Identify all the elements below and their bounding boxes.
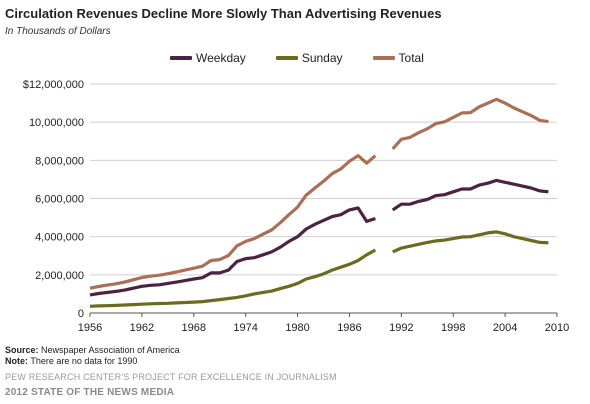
- x-tick-label: 1980: [285, 322, 309, 334]
- series-line-total-post-gap: [391, 97, 549, 150]
- legend-item-total: Total: [372, 51, 424, 65]
- x-tick-label: 1992: [389, 322, 413, 334]
- y-tick-label: 0: [78, 308, 84, 320]
- source-label: Source:: [5, 345, 39, 355]
- x-tick-label: 1998: [441, 322, 465, 334]
- series-line-sunday-post-gap: [392, 230, 549, 254]
- note-label: Note:: [5, 356, 28, 366]
- legend-label-sunday: Sunday: [301, 51, 343, 65]
- x-tick-label: 2010: [545, 322, 569, 334]
- legend-swatch-total: [372, 56, 395, 60]
- source-text: Newspaper Association of America: [41, 345, 180, 355]
- source-note: Source: Newspaper Association of America…: [5, 345, 180, 367]
- y-tick-label: 10,000,000: [29, 117, 84, 129]
- legend-swatch-sunday: [275, 56, 298, 60]
- note-line: Note: There are no data for 1990: [5, 356, 180, 367]
- y-tick-label: 2,000,000: [35, 270, 84, 282]
- y-tick-label: $12,000,000: [23, 79, 84, 91]
- legend-label-weekday: Weekday: [196, 51, 246, 65]
- y-tick-label: 4,000,000: [35, 232, 84, 244]
- legend-label-total: Total: [398, 51, 424, 65]
- y-tick-label: 6,000,000: [35, 194, 84, 206]
- legend-item-weekday: Weekday: [170, 51, 246, 65]
- chart-subtitle: In Thousands of Dollars: [5, 26, 111, 37]
- x-tick-label: 2004: [493, 322, 517, 334]
- x-tick-label: 1956: [78, 322, 102, 334]
- series-line-weekday-pre-gap: [89, 206, 376, 297]
- source-line: Source: Newspaper Association of America: [5, 345, 180, 356]
- x-tick-label: 1968: [182, 322, 206, 334]
- series-line-sunday-pre-gap: [89, 248, 377, 308]
- legend-swatch-weekday: [170, 56, 192, 60]
- footer-report: 2012 STATE OF THE NEWS MEDIA: [5, 387, 175, 398]
- x-tick-label: 1962: [130, 322, 154, 334]
- note-text: There are no data for 1990: [30, 356, 138, 366]
- footer-organization: PEW RESEARCH CENTER'S PROJECT FOR EXCELL…: [5, 372, 337, 382]
- y-tick-label: 8,000,000: [35, 155, 84, 167]
- x-tick-label: 1974: [233, 322, 257, 334]
- series-line-total-pre-gap: [89, 154, 377, 290]
- x-tick-label: 1986: [337, 322, 361, 334]
- chart-legend: Weekday Sunday Total: [170, 51, 424, 65]
- legend-item-sunday: Sunday: [275, 51, 343, 65]
- chart-title: Circulation Revenues Decline More Slowly…: [5, 6, 442, 21]
- series-line-weekday-post-gap: [391, 178, 549, 212]
